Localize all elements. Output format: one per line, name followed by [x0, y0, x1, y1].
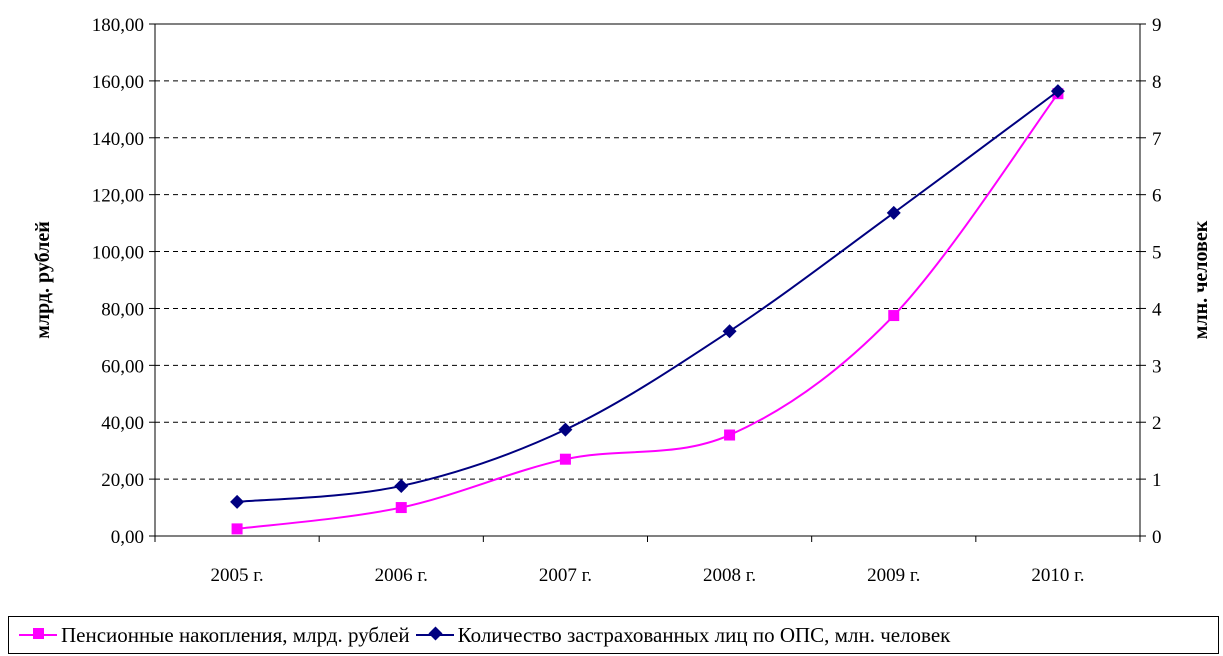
data-point-diamond: [722, 324, 737, 339]
y2-axis-title: млн. человек: [1190, 220, 1212, 339]
legend-label-insured-persons: Количество застрахованных лиц по ОПС, мл…: [457, 622, 951, 647]
data-point-square: [231, 523, 243, 535]
x-tick-label: 2005 г.: [211, 565, 264, 586]
y-tick-label: 120,00: [92, 186, 144, 207]
y2-tick-label: 5: [1152, 243, 1162, 264]
data-point-square: [395, 502, 407, 514]
chart: 0,00 20,00 40,00 60,00 80,00 100,00 120,00 140,…: [32, 15, 1212, 586]
gridlines: [155, 80, 1140, 480]
y2-tick-label: 7: [1152, 129, 1162, 150]
x-tick-label: 2008 г.: [703, 565, 756, 586]
data-point-square: [559, 453, 571, 465]
y2-tick-label: 8: [1152, 72, 1162, 93]
x-tick-label: 2010 г.: [1031, 565, 1084, 586]
series-line-1: [236, 90, 1059, 503]
y-tick-label: 100,00: [92, 243, 144, 264]
y-tick-label: 0,00: [111, 527, 144, 548]
y2-tick-label: 3: [1152, 356, 1162, 377]
y2-tick-label: 4: [1152, 299, 1162, 320]
legend: Пенсионные накопления, млрд. рублей Коли…: [8, 616, 1219, 654]
y-tick-label: 160,00: [92, 72, 144, 93]
x-tick-label: 2007 г.: [539, 565, 592, 586]
diamond-marker-icon: [428, 626, 443, 641]
y-tick-label: 140,00: [92, 129, 144, 150]
y-tick-label: 40,00: [101, 413, 144, 434]
data-point-square: [888, 310, 900, 322]
data-point-diamond: [558, 422, 573, 437]
square-marker-icon: [33, 628, 44, 639]
y2-tick-label: 6: [1152, 186, 1162, 207]
series-lines: [230, 84, 1065, 535]
y2-tick-label: 0: [1152, 527, 1162, 548]
data-point-diamond: [230, 494, 245, 509]
x-tick-label: 2009 г.: [867, 565, 920, 586]
y2-tick-label: 2: [1152, 413, 1162, 434]
legend-line-insured-persons: [415, 626, 454, 641]
legend-item-insured-persons: Количество застрахованных лиц по ОПС, мл…: [415, 622, 951, 648]
series-line-0: [236, 93, 1059, 530]
y-axis-title: млрд. рублей: [32, 221, 54, 339]
y2-tick-label: 9: [1152, 15, 1162, 36]
y-tick-label: 60,00: [101, 356, 144, 377]
y-tick-label: 80,00: [101, 299, 144, 320]
data-point-diamond: [394, 478, 409, 493]
legend-label-pension-savings: Пенсионные накопления, млрд. рублей: [61, 622, 410, 647]
legend-line-pension-savings: [19, 628, 57, 639]
legend-item-pension-savings: Пенсионные накопления, млрд. рублей: [19, 623, 410, 648]
x-tick-label: 2006 г.: [375, 565, 428, 586]
y-tick-label: 20,00: [101, 470, 144, 491]
y2-tick-label: 1: [1152, 470, 1162, 491]
data-point-diamond: [1050, 84, 1065, 99]
axis-ticks: 0,00 20,00 40,00 60,00 80,00 100,00 120,00 140,…: [92, 15, 1162, 586]
data-point-diamond: [886, 205, 901, 220]
y-tick-label: 180,00: [92, 15, 144, 36]
plot-area: [154, 23, 1141, 537]
data-point-square: [724, 429, 736, 441]
